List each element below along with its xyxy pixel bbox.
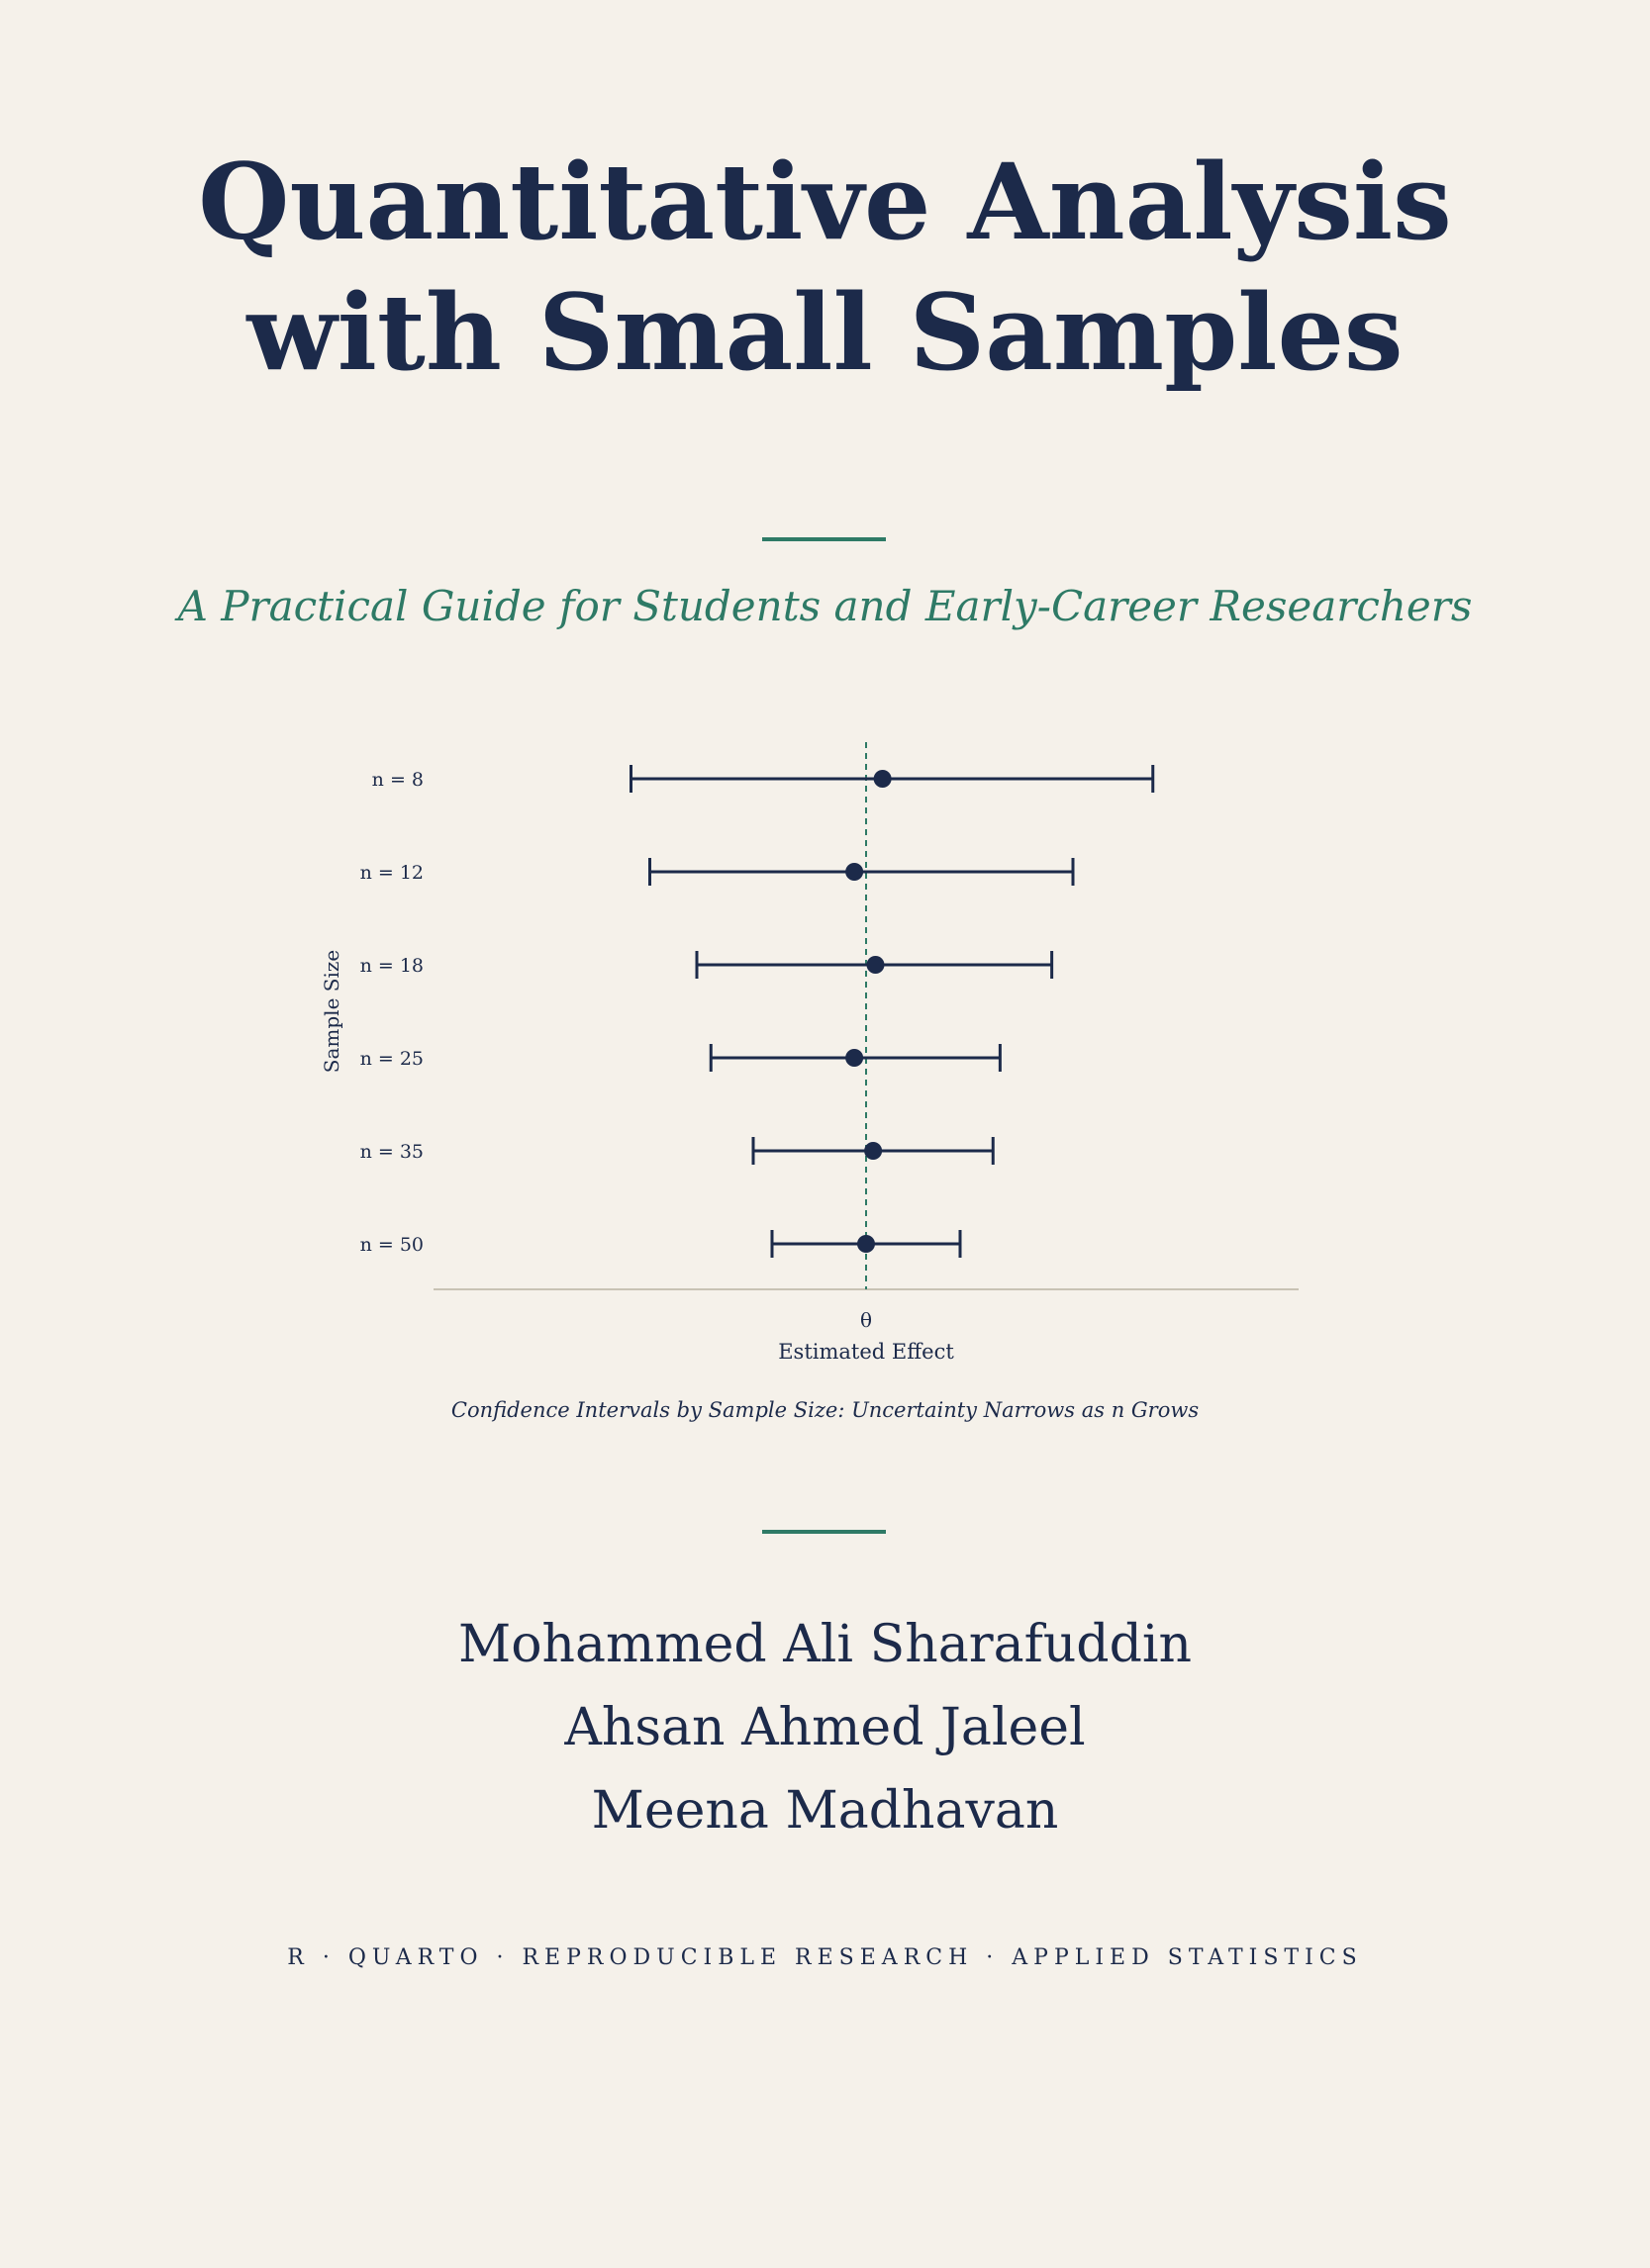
author-name: Ahsan Ahmed Jaleel: [564, 1698, 1086, 1757]
confidence-interval-chart: n = 8 n = 12 n = 18 n = 25 n = 35 n = 50 Samp…: [320, 742, 1299, 1364]
y-tick-label: n = 25: [360, 1048, 424, 1070]
x-tick-label: θ: [860, 1308, 872, 1332]
title-line-2: with Small Samples: [246, 270, 1404, 394]
estimate-point: [845, 1049, 864, 1067]
estimate-point: [864, 1142, 883, 1160]
estimate-point: [873, 770, 892, 788]
estimate-point: [845, 863, 864, 881]
estimate-point: [866, 956, 885, 974]
tagline: R · QUARTO · REPRODUCIBLE RESEARCH · APP…: [287, 1945, 1363, 1970]
y-tick-label: n = 8: [372, 769, 424, 791]
y-tick-label: n = 50: [360, 1234, 424, 1256]
y-tick-label: n = 18: [360, 955, 424, 977]
y-axis-label: Sample Size: [320, 950, 343, 1073]
chart-marks: n = 8 n = 12 n = 18 n = 25 n = 35 n = 50: [360, 742, 1299, 1290]
top-divider: [762, 537, 886, 541]
title-line-1: Quantitative Analysis: [198, 140, 1452, 263]
estimate-point: [857, 1235, 875, 1253]
author-list: Mohammed Ali Sharafuddin Ahsan Ahmed Jal…: [0, 1603, 1650, 1852]
author-name: Mohammed Ali Sharafuddin: [458, 1615, 1192, 1674]
y-tick-label: n = 35: [360, 1141, 424, 1163]
bottom-divider: [762, 1530, 886, 1534]
chart-caption: Confidence Intervals by Sample Size: Unc…: [450, 1398, 1200, 1422]
y-tick-label: n = 12: [360, 862, 424, 884]
book-title: Quantitative Analysis with Small Samples: [0, 137, 1650, 398]
book-subtitle: A Practical Guide for Students and Early…: [177, 582, 1473, 630]
x-axis-label: Estimated Effect: [778, 1340, 954, 1364]
author-name: Meena Madhavan: [591, 1781, 1059, 1841]
